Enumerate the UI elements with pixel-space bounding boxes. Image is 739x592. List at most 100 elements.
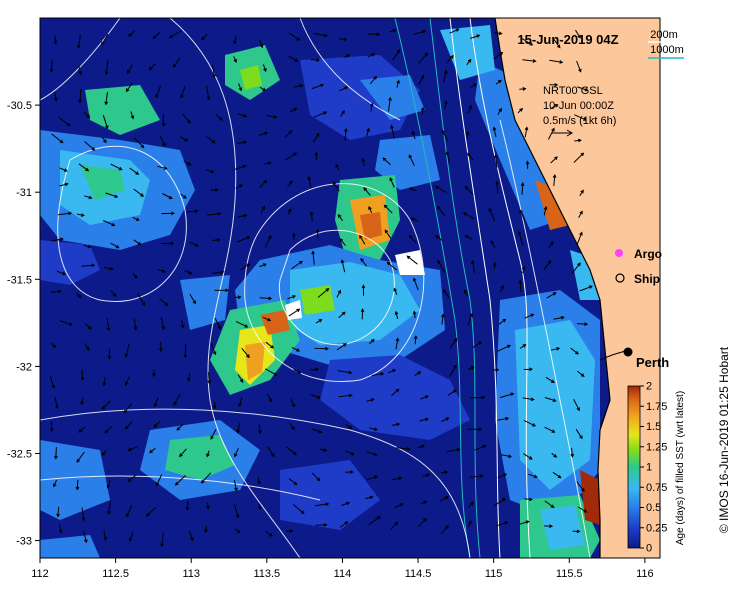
current-arrow <box>366 451 377 456</box>
current-arrow <box>368 516 381 526</box>
current-arrow <box>406 255 418 265</box>
current-arrow-head <box>77 44 81 50</box>
current-arrow <box>130 111 134 119</box>
current-arrow <box>206 85 210 100</box>
current-arrow-head <box>270 344 275 349</box>
current-arrow <box>518 231 524 246</box>
current-arrow-head <box>552 398 557 402</box>
current-arrow-head <box>424 417 430 422</box>
current-arrow <box>494 31 502 35</box>
current-arrow-head <box>299 84 304 88</box>
current-arrow-head <box>135 217 140 221</box>
current-arrow-head <box>453 364 457 369</box>
current-arrow-head <box>107 510 111 515</box>
current-arrow-head <box>343 37 348 42</box>
current-arrow-head <box>173 401 177 406</box>
current-arrow <box>497 108 502 115</box>
current-arrow-head <box>369 495 374 500</box>
current-arrow <box>288 308 300 317</box>
current-arrow <box>522 266 525 274</box>
current-arrow <box>50 421 53 432</box>
current-arrow <box>125 420 133 430</box>
current-arrow-head <box>207 380 212 385</box>
current-arrow-head <box>392 369 397 373</box>
ship-marker <box>615 273 625 283</box>
current-arrow <box>464 290 469 297</box>
current-arrow-head <box>520 182 525 187</box>
current-arrow <box>257 477 260 484</box>
current-arrow-head <box>297 370 302 374</box>
current-arrow-head <box>78 428 83 433</box>
current-arrow <box>574 114 587 121</box>
current-date: 10-Jun 00:00Z <box>543 100 614 112</box>
current-arrow-head <box>268 234 272 239</box>
current-arrow <box>237 214 247 218</box>
current-arrow-head <box>263 68 267 73</box>
current-arrow-head <box>366 127 370 132</box>
current-arrow-head <box>525 160 530 165</box>
current-arrow-head <box>91 147 96 151</box>
current-arrow <box>409 235 417 244</box>
current-arrow-head <box>185 506 190 511</box>
current-arrow <box>394 503 403 509</box>
current-arrow-head <box>294 58 299 62</box>
current-arrow-head <box>570 453 575 458</box>
current-arrow <box>497 417 509 421</box>
current-arrow <box>128 30 135 37</box>
current-arrow <box>101 33 109 45</box>
current-arrow-head <box>492 261 497 266</box>
current-arrow-head <box>407 446 412 451</box>
current-arrow-head <box>192 300 196 305</box>
current-arrow-head <box>217 325 221 330</box>
current-arrow <box>409 187 417 192</box>
current-arrow <box>180 193 187 199</box>
current-arrow <box>76 479 79 490</box>
current-arrow <box>338 38 347 41</box>
current-arrow-head <box>529 42 534 46</box>
current-arrow <box>337 214 344 221</box>
current-arrow-head <box>49 428 54 433</box>
current-arrow-head <box>62 271 67 276</box>
current-arrow-head <box>216 238 221 242</box>
x-tick-label: 115.5 <box>556 568 583 580</box>
current-arrow-head <box>444 496 449 500</box>
current-arrow <box>173 394 181 406</box>
current-arrow-head <box>104 429 109 434</box>
colorbar-tick-label: 0.75 <box>646 482 667 494</box>
current-arrow-head <box>469 312 473 317</box>
current-arrow-head <box>128 537 133 542</box>
current-arrow <box>101 400 111 410</box>
current-arrow-head <box>170 241 175 246</box>
current-arrow-head <box>88 195 93 200</box>
x-tick-label: 113 <box>182 568 200 580</box>
current-arrow-head <box>124 425 129 430</box>
current-arrow <box>449 338 458 349</box>
current-arrow <box>207 213 221 216</box>
current-arrow <box>126 505 133 517</box>
current-arrow-head <box>162 142 166 147</box>
current-arrow <box>544 500 555 508</box>
current-arrow-head <box>237 295 242 300</box>
colorbar-label: Age (days) of filled SST (wrt latest) <box>675 391 686 545</box>
current-arrow <box>105 60 109 75</box>
current-arrow <box>266 446 275 457</box>
current-arrow-head <box>152 373 156 378</box>
current-arrow-head <box>81 517 86 522</box>
current-arrow-head <box>528 456 533 460</box>
current-arrow-head <box>344 521 349 525</box>
current-arrow <box>57 212 72 216</box>
current-arrow <box>315 503 329 507</box>
colorbar-tick-label: 0 <box>646 543 652 555</box>
current-arrow <box>288 478 298 485</box>
current-arrow-head <box>583 509 588 513</box>
current-arrow <box>53 479 58 487</box>
current-arrow-head <box>206 96 211 101</box>
current-arrow <box>311 84 324 90</box>
current-arrow <box>84 343 90 351</box>
current-arrow-head <box>481 395 486 400</box>
current-arrow-head <box>424 395 429 399</box>
current-arrow-head <box>577 34 581 39</box>
perth-marker <box>623 347 633 357</box>
current-arrow-head <box>206 453 210 458</box>
current-arrow-head <box>456 447 461 452</box>
